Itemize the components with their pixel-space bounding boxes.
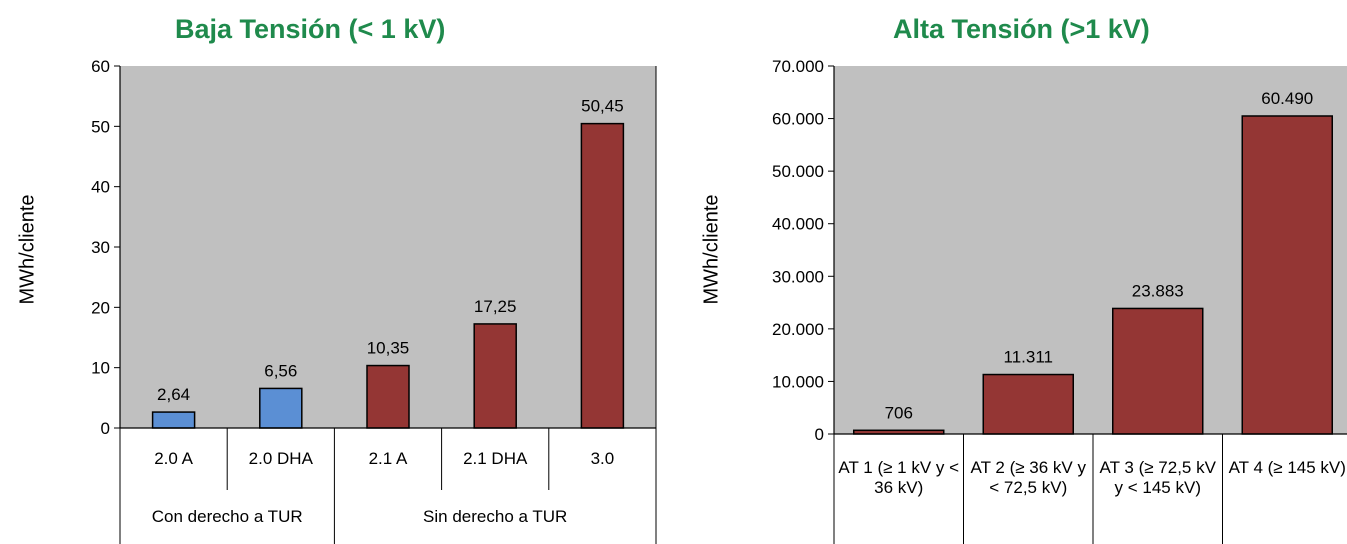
chart-1-bar-2 xyxy=(259,387,303,429)
chart-1-y-tick-label: 40 xyxy=(91,178,110,197)
chart-1-y-tick-label: 50 xyxy=(91,117,110,136)
chart-1-group-label-2: Sin derecho a TUR xyxy=(423,507,568,526)
chart-1-value-label-5: 50,45 xyxy=(581,97,624,116)
chart-1-value-label-1: 2,64 xyxy=(157,385,190,404)
chart-2-y-tick-label: 40.000 xyxy=(772,215,824,234)
chart-2-y-tick-label: 20.000 xyxy=(772,320,824,339)
chart-2-category-label-1: AT 1 (≥ 1 kV y < 36 kV) xyxy=(838,458,960,497)
chart-2-value-label-4: 60.490 xyxy=(1261,89,1313,108)
chart-2-y-tick-label: 70.000 xyxy=(772,57,824,76)
chart-1-bar-5 xyxy=(580,122,625,429)
chart-1-category-label-1: 2.0 A xyxy=(154,449,193,468)
chart-1-y-tick-label: 0 xyxy=(101,419,110,438)
chart-1-y-tick-label: 10 xyxy=(91,359,110,378)
chart-1-category-label-5: 3.0 xyxy=(590,449,615,468)
chart-1-value-label-3: 10,35 xyxy=(367,339,410,358)
chart-1-bar-4 xyxy=(473,323,517,429)
chart-2-category-label-3: AT 3 (≥ 72,5 kV y < 145 kV) xyxy=(1099,458,1216,497)
chart-2-y-tick-label: 10.000 xyxy=(772,372,824,391)
chart-1-bar-3 xyxy=(366,364,410,429)
chart-2-bar-3 xyxy=(1112,307,1204,435)
chart-2-category-label-2: AT 2 (≥ 36 kV y < 72,5 kV) xyxy=(970,458,1086,497)
chart-2-bar-2 xyxy=(982,373,1074,435)
chart-1-value-label-4: 17,25 xyxy=(474,297,517,316)
chart-2-y-tick-label: 60.000 xyxy=(772,110,824,129)
chart-1-category-label-4: 2.1 DHA xyxy=(463,449,528,468)
chart-1-y-tick-label: 60 xyxy=(91,57,110,76)
chart-2-bar-4 xyxy=(1241,115,1333,435)
chart-1-title: Baja Tensión (< 1 kV) xyxy=(175,14,446,44)
chart-1-y-tick-label: 30 xyxy=(91,238,110,257)
chart-2-value-label-1: 706 xyxy=(885,403,913,422)
chart-2-y-tick-label: 0 xyxy=(815,425,824,444)
chart-1-value-label-2: 6,56 xyxy=(264,361,297,380)
chart-1-category-label-2: 2.0 DHA xyxy=(248,449,313,468)
chart-1-y-tick-label: 20 xyxy=(91,298,110,317)
chart-2-title: Alta Tensión (>1 kV) xyxy=(893,14,1150,44)
chart-2-y-tick-label: 50.000 xyxy=(772,162,824,181)
chart-2-category-label-4: AT 4 (≥ 145 kV) xyxy=(1228,458,1346,477)
chart-2-y-tick-label: 30.000 xyxy=(772,267,824,286)
chart-2-value-label-2: 11.311 xyxy=(1004,348,1053,367)
chart-2-value-label-3: 23.883 xyxy=(1132,281,1184,300)
chart-1-bar-1 xyxy=(151,411,196,429)
chart-1-group-label-1: Con derecho a TUR xyxy=(151,507,303,526)
chart-1-category-label-3: 2.1 A xyxy=(368,449,408,468)
